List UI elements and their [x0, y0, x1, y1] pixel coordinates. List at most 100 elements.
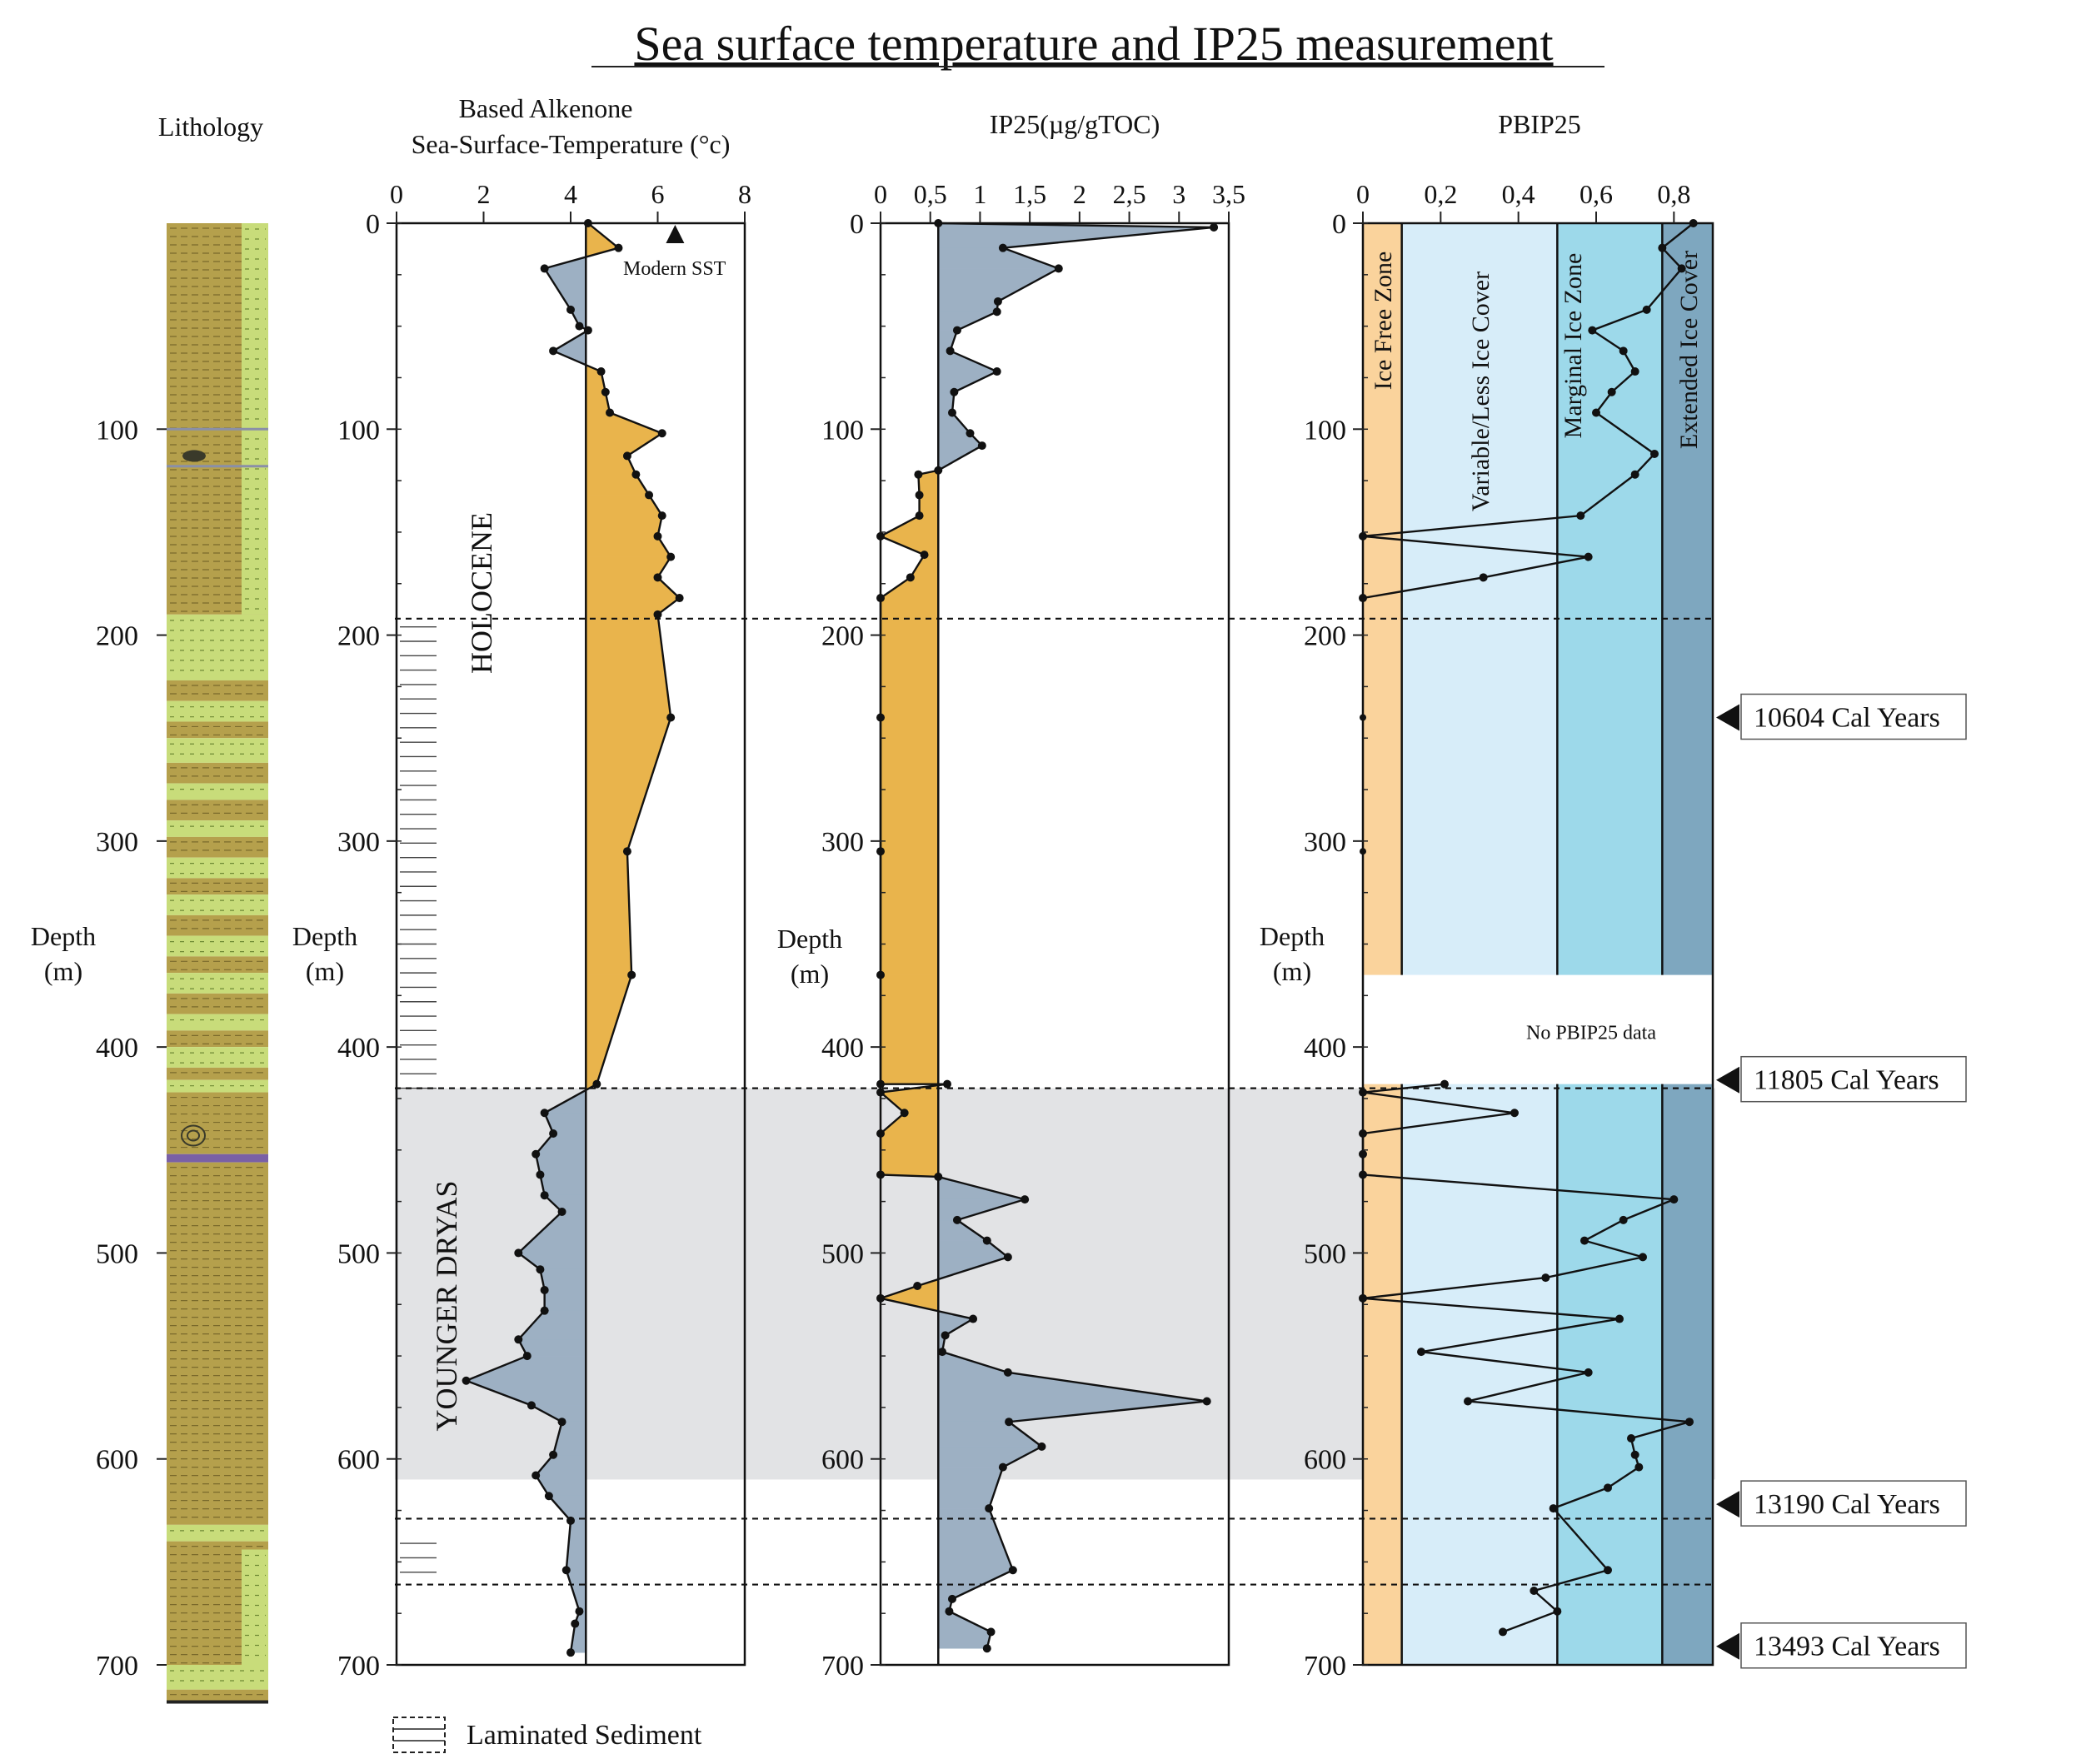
pbip25-data-point	[1685, 1418, 1694, 1427]
pbip25-data-point	[1642, 305, 1651, 314]
sst-data-point	[566, 1648, 575, 1657]
figure-title: Sea surface temperature and IP25 measure…	[634, 17, 1553, 71]
pbip25-zone-label: Extended Ice Cover	[1675, 251, 1703, 449]
sst-fill-group	[466, 223, 681, 1653]
sst-depth-unit: (m)	[306, 956, 344, 986]
sst-depth-tick-label: 0	[366, 209, 380, 240]
lithology-stripe	[242, 1549, 268, 1665]
ip25-data-point	[950, 387, 959, 396]
ip25-data-point	[876, 594, 885, 603]
lithology-shell-icon	[181, 1124, 206, 1147]
sst-title: Based Alkenone	[459, 93, 633, 123]
age-marker-box	[1740, 1480, 1967, 1527]
sst-data-point	[583, 219, 592, 227]
ip25-fill	[881, 974, 939, 1084]
sst-data-point	[614, 243, 623, 252]
ip25-data-point	[915, 511, 924, 521]
sst-depth-tick-label: 100	[337, 415, 380, 446]
pbip25-x-tick-label: 0	[1356, 179, 1370, 209]
pbip25-data-point	[1584, 552, 1593, 561]
ip25-data-point	[982, 1644, 991, 1653]
sst-x-tick-label: 4	[564, 179, 577, 209]
sst-data-point	[540, 1109, 549, 1118]
sst-data-point	[514, 1248, 523, 1258]
age-marker-label: 13493 Cal Years	[1754, 1632, 1940, 1662]
sst-data-point	[631, 470, 641, 479]
pbip25-depth-tick-label: 700	[1304, 1651, 1346, 1682]
ip25-x-tick-label: 2	[1073, 179, 1086, 209]
ip25-data-point	[920, 551, 929, 560]
ip25-depth-tick-label: 100	[821, 415, 864, 446]
pbip25-data-point	[1658, 243, 1667, 252]
pbip25-data-point	[1479, 573, 1488, 582]
pbip25-data-point	[1588, 326, 1597, 335]
lithology-layer-sand	[167, 738, 268, 763]
sst-subtitle: Sea-Surface-Temperature (°c)	[412, 129, 731, 159]
ip25-data-point	[1008, 1566, 1017, 1575]
sst-data-point	[462, 1376, 471, 1385]
ip25-data-point	[876, 1088, 885, 1097]
sst-depth-tick-label: 400	[337, 1033, 380, 1064]
lithology-layer-sand	[167, 1047, 268, 1068]
ip25-data-point	[934, 466, 943, 475]
sst-fill	[544, 268, 586, 311]
sst-data-point	[549, 1450, 558, 1459]
ip25-data-point	[934, 1172, 943, 1181]
lithology-layer-mud	[167, 680, 268, 701]
ip25-x-tick-label: 3,5	[1212, 179, 1245, 209]
pbip25-data-point	[1464, 1397, 1472, 1406]
sst-data-point	[653, 610, 662, 619]
ip25-panel: IP25(µg/gTOC) 0 0,5 1 1,5 2 2,5 3 3,5 0 100 200 300…	[777, 109, 1245, 1682]
pbip25-data-point	[1359, 1088, 1367, 1097]
ip25-data-point	[1210, 222, 1219, 232]
age-marker-arrow-icon	[1716, 704, 1739, 731]
pbip25-data-point	[1359, 1293, 1367, 1303]
pbip25-data-point	[1360, 848, 1366, 855]
lithology-layer-mud	[167, 878, 268, 895]
ip25-depth-tick-label: 400	[821, 1033, 864, 1064]
sst-data-point	[622, 847, 631, 856]
ip25-data-point	[876, 713, 885, 722]
pbip25-data-point	[1619, 1215, 1628, 1224]
ip25-data-point	[1037, 1442, 1046, 1451]
pbip25-data-point	[1630, 1450, 1639, 1459]
ip25-data-point	[1202, 1397, 1211, 1406]
pbip25-data-point	[1677, 264, 1686, 273]
lithology-layer-sand	[167, 700, 268, 722]
lithology-tick-label: 400	[96, 1033, 138, 1064]
ip25-fill	[881, 1133, 939, 1175]
holocene-label: HOLOCENE	[465, 512, 498, 674]
pbip25-x-tick-label: 0,4	[1502, 179, 1535, 209]
lithology-layer-mud	[167, 836, 268, 858]
pbip25-depth-tick-label: 300	[1304, 827, 1346, 858]
lithology-layer-sand	[167, 1524, 268, 1542]
pbip25-data-point	[1359, 1129, 1367, 1139]
sst-panel: Based Alkenone Sea-Surface-Temperature (…	[292, 93, 751, 1682]
ip25-data-point	[906, 573, 915, 582]
ip25-data-point	[985, 1504, 994, 1513]
lithology-layer-mud	[167, 1067, 268, 1080]
sst-data-point	[536, 1265, 545, 1274]
pbip25-depth-tick-label: 100	[1304, 415, 1346, 446]
sst-fill	[585, 614, 671, 718]
sst-data-point	[522, 1352, 531, 1361]
sst-data-point	[540, 1285, 549, 1294]
pbip25-no-data-label: No PBIP25 data	[1526, 1022, 1656, 1044]
ip25-data-point	[876, 970, 885, 979]
ip25-fill	[937, 301, 999, 312]
sst-data-point	[596, 367, 606, 376]
ip25-x-tick-label: 1,5	[1013, 179, 1046, 209]
ip25-data-point	[876, 1170, 885, 1179]
ip25-depth-label: Depth	[777, 924, 842, 954]
sst-data-point	[575, 1607, 584, 1616]
sst-depth-tick-label: 600	[337, 1445, 380, 1476]
sst-data-point	[606, 408, 615, 417]
sst-data-point	[645, 491, 654, 500]
ip25-fill	[937, 371, 997, 393]
sst-data-point	[653, 573, 662, 582]
ip25-data-point	[1003, 1253, 1012, 1262]
pbip25-data-point	[1576, 511, 1585, 521]
sst-x-tick-label: 8	[738, 179, 751, 209]
pbip25-data-point	[1499, 1627, 1507, 1637]
pbip25-zone	[1401, 223, 1558, 1665]
